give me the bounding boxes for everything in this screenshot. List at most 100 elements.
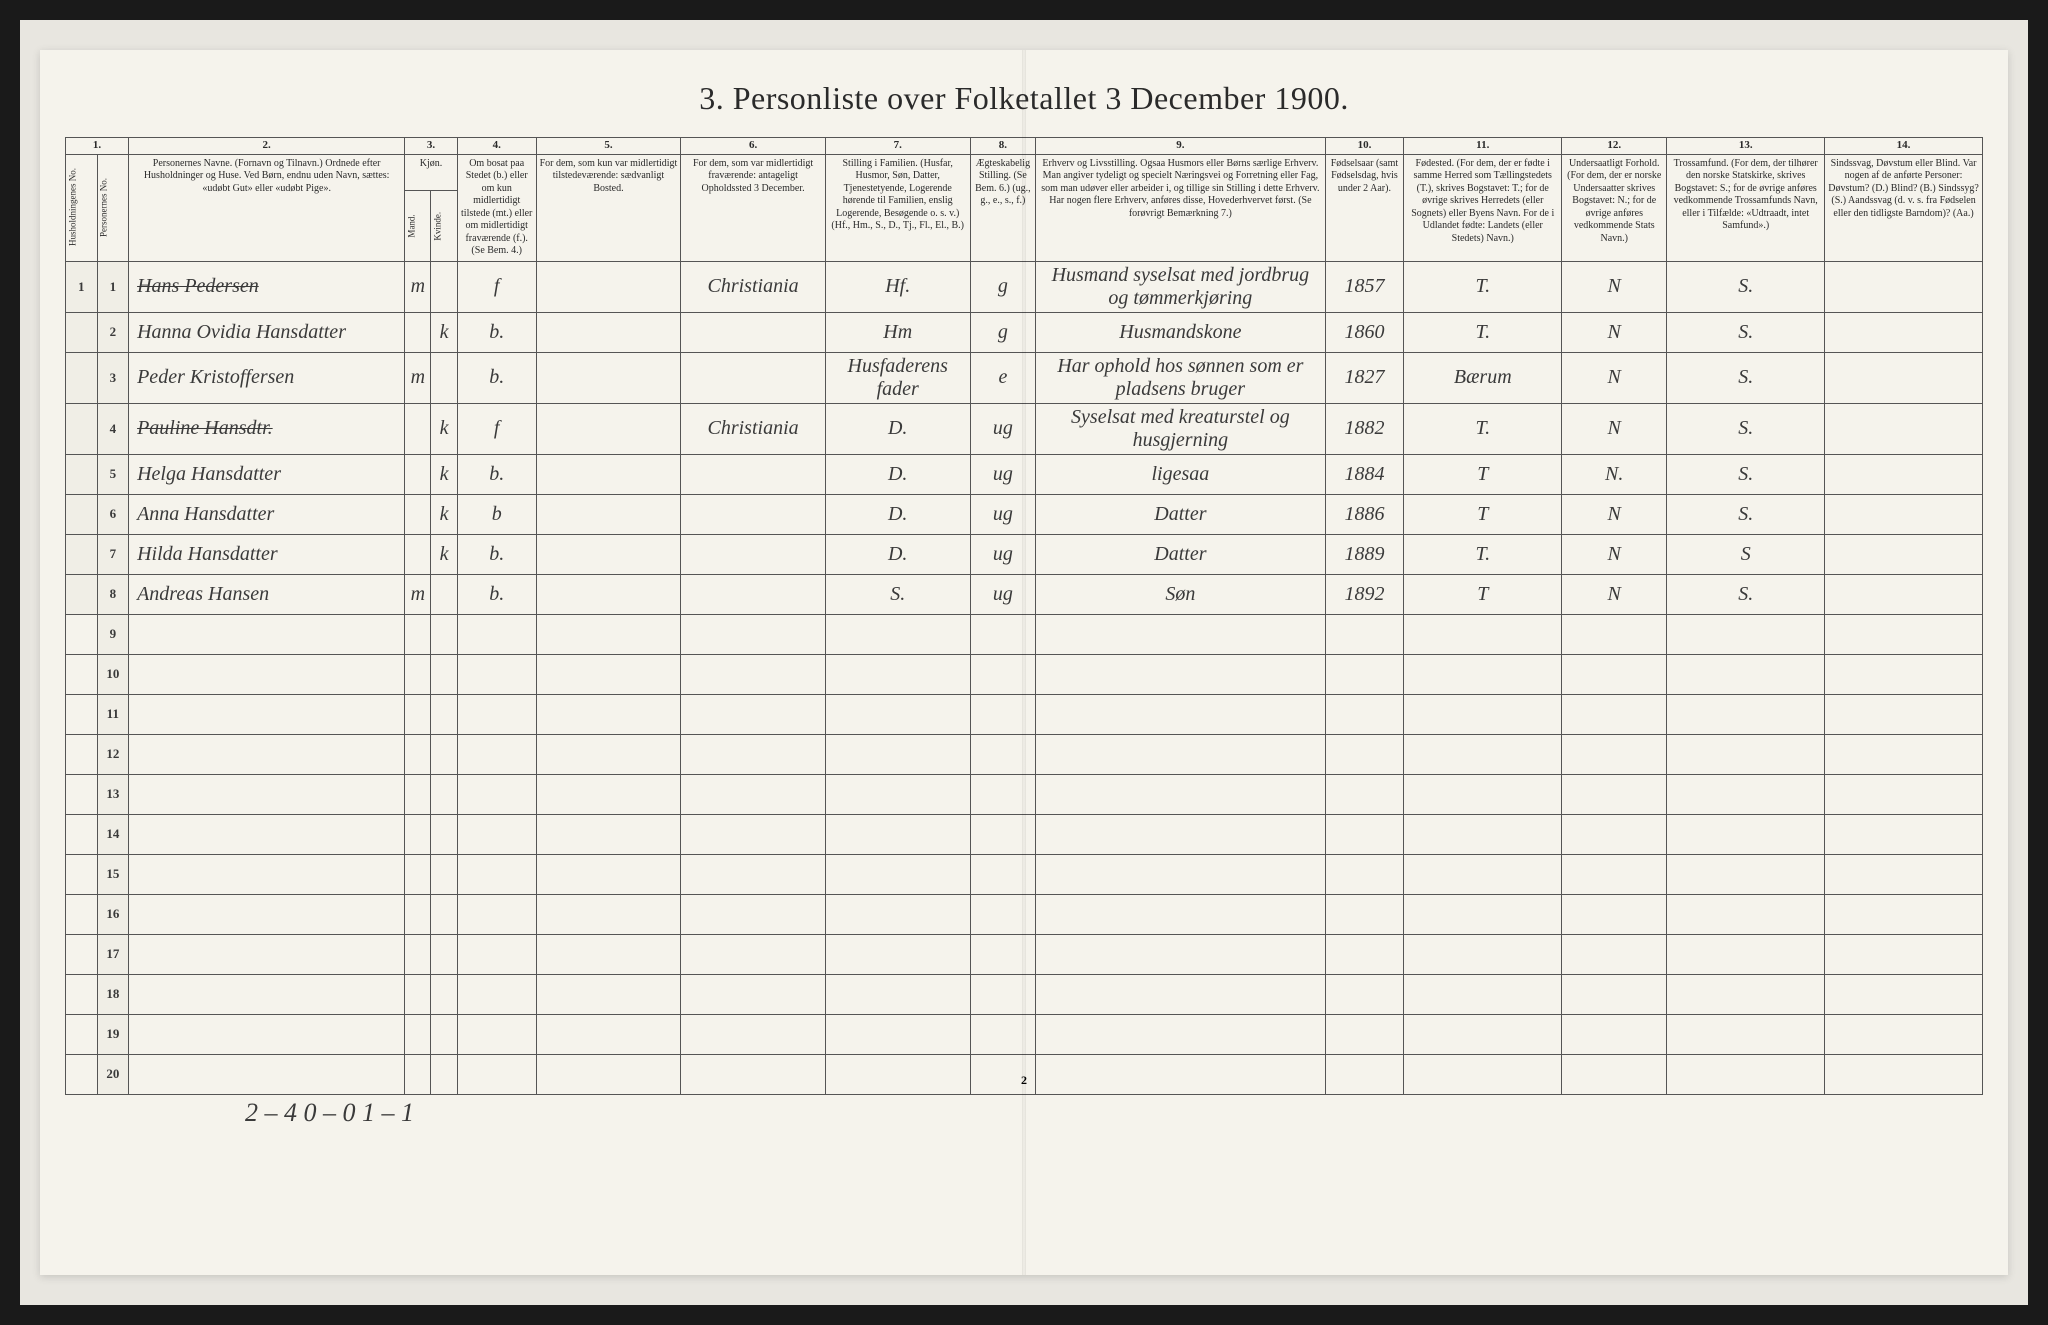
cell [405,1014,431,1054]
cell [405,614,431,654]
cell: 1889 [1325,534,1404,574]
cell [457,1014,536,1054]
cell [66,694,98,734]
cell: Husfaderens fader [825,352,970,403]
cell: b. [457,312,536,352]
cell [66,454,98,494]
cell: 3 [97,352,129,403]
cell [825,974,970,1014]
cell [431,654,457,694]
cell [681,654,826,694]
cell: Bærum [1404,352,1562,403]
cell [536,614,681,654]
cell: Har ophold hos sønnen som er pladsens br… [1036,352,1325,403]
census-sheet: 3. Personliste over Folketallet 3 Decemb… [40,50,2008,1275]
cell [457,974,536,1014]
cell: Pauline Hansdtr. [129,403,405,454]
cell: S. [1667,574,1825,614]
colnum: 13. [1667,138,1825,155]
cell [405,814,431,854]
cell: T [1404,574,1562,614]
cell [1667,814,1825,854]
col-header: For dem, som var midlertidigt fraværende… [681,154,826,261]
cell: 2 [97,312,129,352]
cell [1404,1014,1562,1054]
colnum: 3. [405,138,458,155]
cell: k [431,403,457,454]
cell [1825,352,1983,403]
cell: S. [825,574,970,614]
cell: T. [1404,534,1562,574]
cell [536,694,681,734]
cell [825,814,970,854]
cell [129,814,405,854]
cell: 14 [97,814,129,854]
cell [825,694,970,734]
cell [1036,654,1325,694]
cell [1404,774,1562,814]
cell: 8 [97,574,129,614]
cell [681,734,826,774]
cell: Anna Hansdatter [129,494,405,534]
cell: b [457,494,536,534]
cell [129,934,405,974]
cell: 6 [97,494,129,534]
cell [1562,814,1667,854]
cell: 9 [97,614,129,654]
cell: N [1562,403,1667,454]
cell [825,1014,970,1054]
cell: N [1562,261,1667,312]
cell [681,454,826,494]
col-subheader: Mand. [405,191,431,262]
cell [66,312,98,352]
cell: Hf. [825,261,970,312]
cell [405,894,431,934]
cell [825,774,970,814]
cell: S. [1667,494,1825,534]
cell: m [405,352,431,403]
cell: b. [457,574,536,614]
cell: f [457,261,536,312]
colnum: 9. [1036,138,1325,155]
cell [825,654,970,694]
cell: 12 [97,734,129,774]
cell [1825,734,1983,774]
col-header: Undersaatligt Forhold. (For dem, der er … [1562,154,1667,261]
cell [536,454,681,494]
cell [129,974,405,1014]
cell: b. [457,352,536,403]
cell: 1884 [1325,454,1404,494]
cell [681,694,826,734]
cell [536,974,681,1014]
cell [129,694,405,734]
col-header: Fødselsaar (samt Fødselsdag, hvis under … [1325,154,1404,261]
cell [431,261,457,312]
cell [457,614,536,654]
cell [536,403,681,454]
cell: ligesaa [1036,454,1325,494]
colnum: 6. [681,138,826,155]
cell [405,403,431,454]
cell: Hanna Ovidia Hansdatter [129,312,405,352]
cell: S [1667,534,1825,574]
cell: 1892 [1325,574,1404,614]
colnum: 4. [457,138,536,155]
cell [66,494,98,534]
cell: 1827 [1325,352,1404,403]
cell: Peder Kristoffersen [129,352,405,403]
cell [405,654,431,694]
cell: Hans Pedersen [129,261,405,312]
cell [1036,974,1325,1014]
cell [681,774,826,814]
cell: Søn [1036,574,1325,614]
cell: D. [825,494,970,534]
cell [1825,454,1983,494]
col-header: Personernes No. [97,154,129,261]
cell [1825,614,1983,654]
cell [66,814,98,854]
cell [1325,1014,1404,1054]
page-binding [1022,50,1026,1275]
cell: Husmandskone [1036,312,1325,352]
cell: 16 [97,894,129,934]
cell [1562,774,1667,814]
